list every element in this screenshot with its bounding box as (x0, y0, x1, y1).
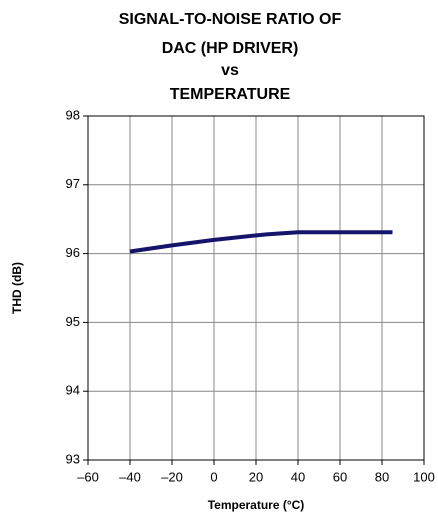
x-tick-label: 80 (375, 469, 389, 484)
x-tick-label: 20 (249, 469, 263, 484)
x-tick-label: –40 (119, 469, 141, 484)
x-tick-label: 60 (333, 469, 347, 484)
chart-title: TEMPERATURE (170, 86, 291, 103)
y-tick-label: 97 (66, 176, 80, 191)
chart-title: SIGNAL-TO-NOISE RATIO OF (119, 11, 342, 28)
x-tick-label: 100 (413, 469, 435, 484)
chart-title: DAC (HP DRIVER) (162, 40, 299, 57)
y-tick-label: 94 (66, 383, 80, 398)
x-tick-label: –20 (161, 469, 183, 484)
x-tick-label: 40 (291, 469, 305, 484)
data-line (129, 230, 393, 254)
x-tick-label: 0 (210, 469, 217, 484)
y-tick-label: 98 (66, 107, 80, 122)
x-axis-label: Temperature (°C) (208, 498, 305, 512)
x-tick-label: –60 (77, 469, 99, 484)
y-tick-label: 95 (66, 314, 80, 329)
y-tick-label: 96 (66, 245, 80, 260)
chart-title: vs (221, 62, 239, 79)
plot-frame (87, 115, 425, 461)
y-tick-label: 93 (66, 451, 80, 466)
y-axis-label: THD (dB) (10, 262, 24, 314)
